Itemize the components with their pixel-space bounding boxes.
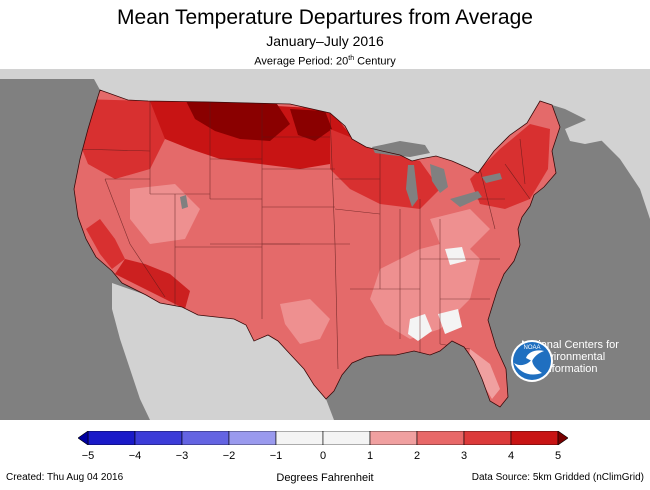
anomaly-region-dakota-extreme: [290, 109, 332, 141]
colorbar-bin: [87, 431, 136, 445]
average-period-sup: th: [348, 55, 355, 62]
nova-scotia: [565, 114, 620, 144]
anomaly-region-carolina-normal: [445, 247, 466, 265]
colorbar-tick-label: 0: [319, 450, 327, 462]
anomaly-region-texas-mild: [280, 299, 330, 344]
colorbar-bin: [322, 431, 371, 445]
colorbar-tick-label: −5: [81, 450, 95, 462]
conus-outline: [73, 89, 561, 408]
colorbar: [78, 431, 568, 445]
colorbar-tick-label: 5: [554, 450, 562, 462]
state-borders: [74, 101, 531, 370]
colorbar-bin: [228, 431, 277, 445]
colorbar-tick-label: 2: [413, 450, 421, 462]
colorbar-tick-label: 1: [366, 450, 374, 462]
colorbar-bin: [369, 431, 418, 445]
ncei-branding: NOAA National Centers for Environmental …: [510, 339, 630, 382]
average-period: Average Period: 20th Century: [0, 52, 650, 69]
anomaly-region-pacific-northwest: [78, 99, 165, 179]
anomaly-region-montana-extreme: [185, 99, 290, 141]
anomaly-regions: [78, 99, 550, 399]
colorbar-tick-label: −4: [128, 450, 142, 462]
colorbar-bin: [463, 431, 512, 445]
noaa-logo-icon: NOAA: [511, 340, 553, 382]
canada-landmass: [0, 69, 650, 219]
units-label: Degrees Fahrenheit: [276, 472, 374, 484]
data-source: Data Source: 5km Gridded (nClimGrid): [471, 472, 644, 483]
colorbar-bin: [510, 431, 559, 445]
colorbar-tick-label: −2: [222, 450, 236, 462]
colorbar-bins: [87, 431, 559, 445]
colorbar-bin: [416, 431, 465, 445]
average-period-prefix: Average Period: 20: [254, 55, 349, 68]
colorbar-tick-label: 3: [460, 450, 468, 462]
map-title: Mean Temperature Departures from Average: [117, 6, 533, 29]
us-map: [0, 69, 650, 420]
anomaly-region-florida-mild: [468, 349, 500, 399]
colorbar-under-arrow: [78, 431, 89, 445]
noaa-logo-text: NOAA: [523, 345, 540, 351]
anomaly-region-appalachia-mild: [430, 209, 490, 249]
created-date: Created: Thu Aug 04 2016: [6, 472, 124, 483]
colorbar-bin: [275, 431, 324, 445]
colorbar-over-arrow: [557, 431, 568, 445]
great-salt-lake: [180, 195, 188, 209]
anomaly-region-desert-southwest: [115, 259, 190, 309]
colorbar-tick-labels: −5 −4 −3 −2 −1 0 1 2 3 4 5: [0, 450, 650, 464]
average-period-suffix: Century: [354, 55, 396, 68]
anomaly-region-california-coast: [86, 219, 125, 269]
ncei-line-3: Information: [542, 363, 598, 375]
baja-peninsula: [120, 299, 172, 399]
map-subtitle: January–July 2016: [266, 33, 384, 49]
colorbar-tick-label: 4: [507, 450, 515, 462]
anomaly-region-northeast: [470, 124, 550, 209]
anomaly-region-mississippi-normal: [438, 309, 462, 334]
colorbar-tick-label: −1: [269, 450, 283, 462]
great-lakes: [372, 141, 502, 207]
colorbar-bin: [134, 431, 183, 445]
colorbar-tick-label: −3: [175, 450, 189, 462]
map-area: NOAA National Centers for Environmental …: [0, 69, 650, 420]
colorbar-bin: [181, 431, 230, 445]
